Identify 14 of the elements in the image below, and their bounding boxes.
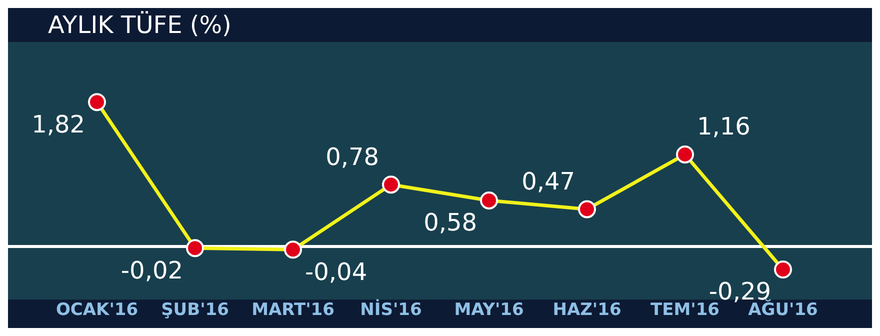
data-label: -0,04 xyxy=(305,258,368,286)
x-tick-label: MAY'16 xyxy=(454,300,524,320)
x-tick-label: OCAK'16 xyxy=(56,300,138,320)
data-label: 1,16 xyxy=(697,112,750,141)
x-tick-label: HAZ'16 xyxy=(552,300,622,320)
data-label: 0,47 xyxy=(522,167,575,196)
data-label: -0,02 xyxy=(120,256,183,284)
x-tick-label: ŞUB'16 xyxy=(161,300,229,320)
x-tick-label: NİS'16 xyxy=(360,299,422,320)
data-label: 0,58 xyxy=(424,208,477,237)
data-label: 1,82 xyxy=(32,110,85,138)
data-label: 0,78 xyxy=(326,142,379,171)
chart-title: AYLIK TÜFE (%) xyxy=(47,10,232,41)
x-tick-label: MART'16 xyxy=(252,300,334,320)
